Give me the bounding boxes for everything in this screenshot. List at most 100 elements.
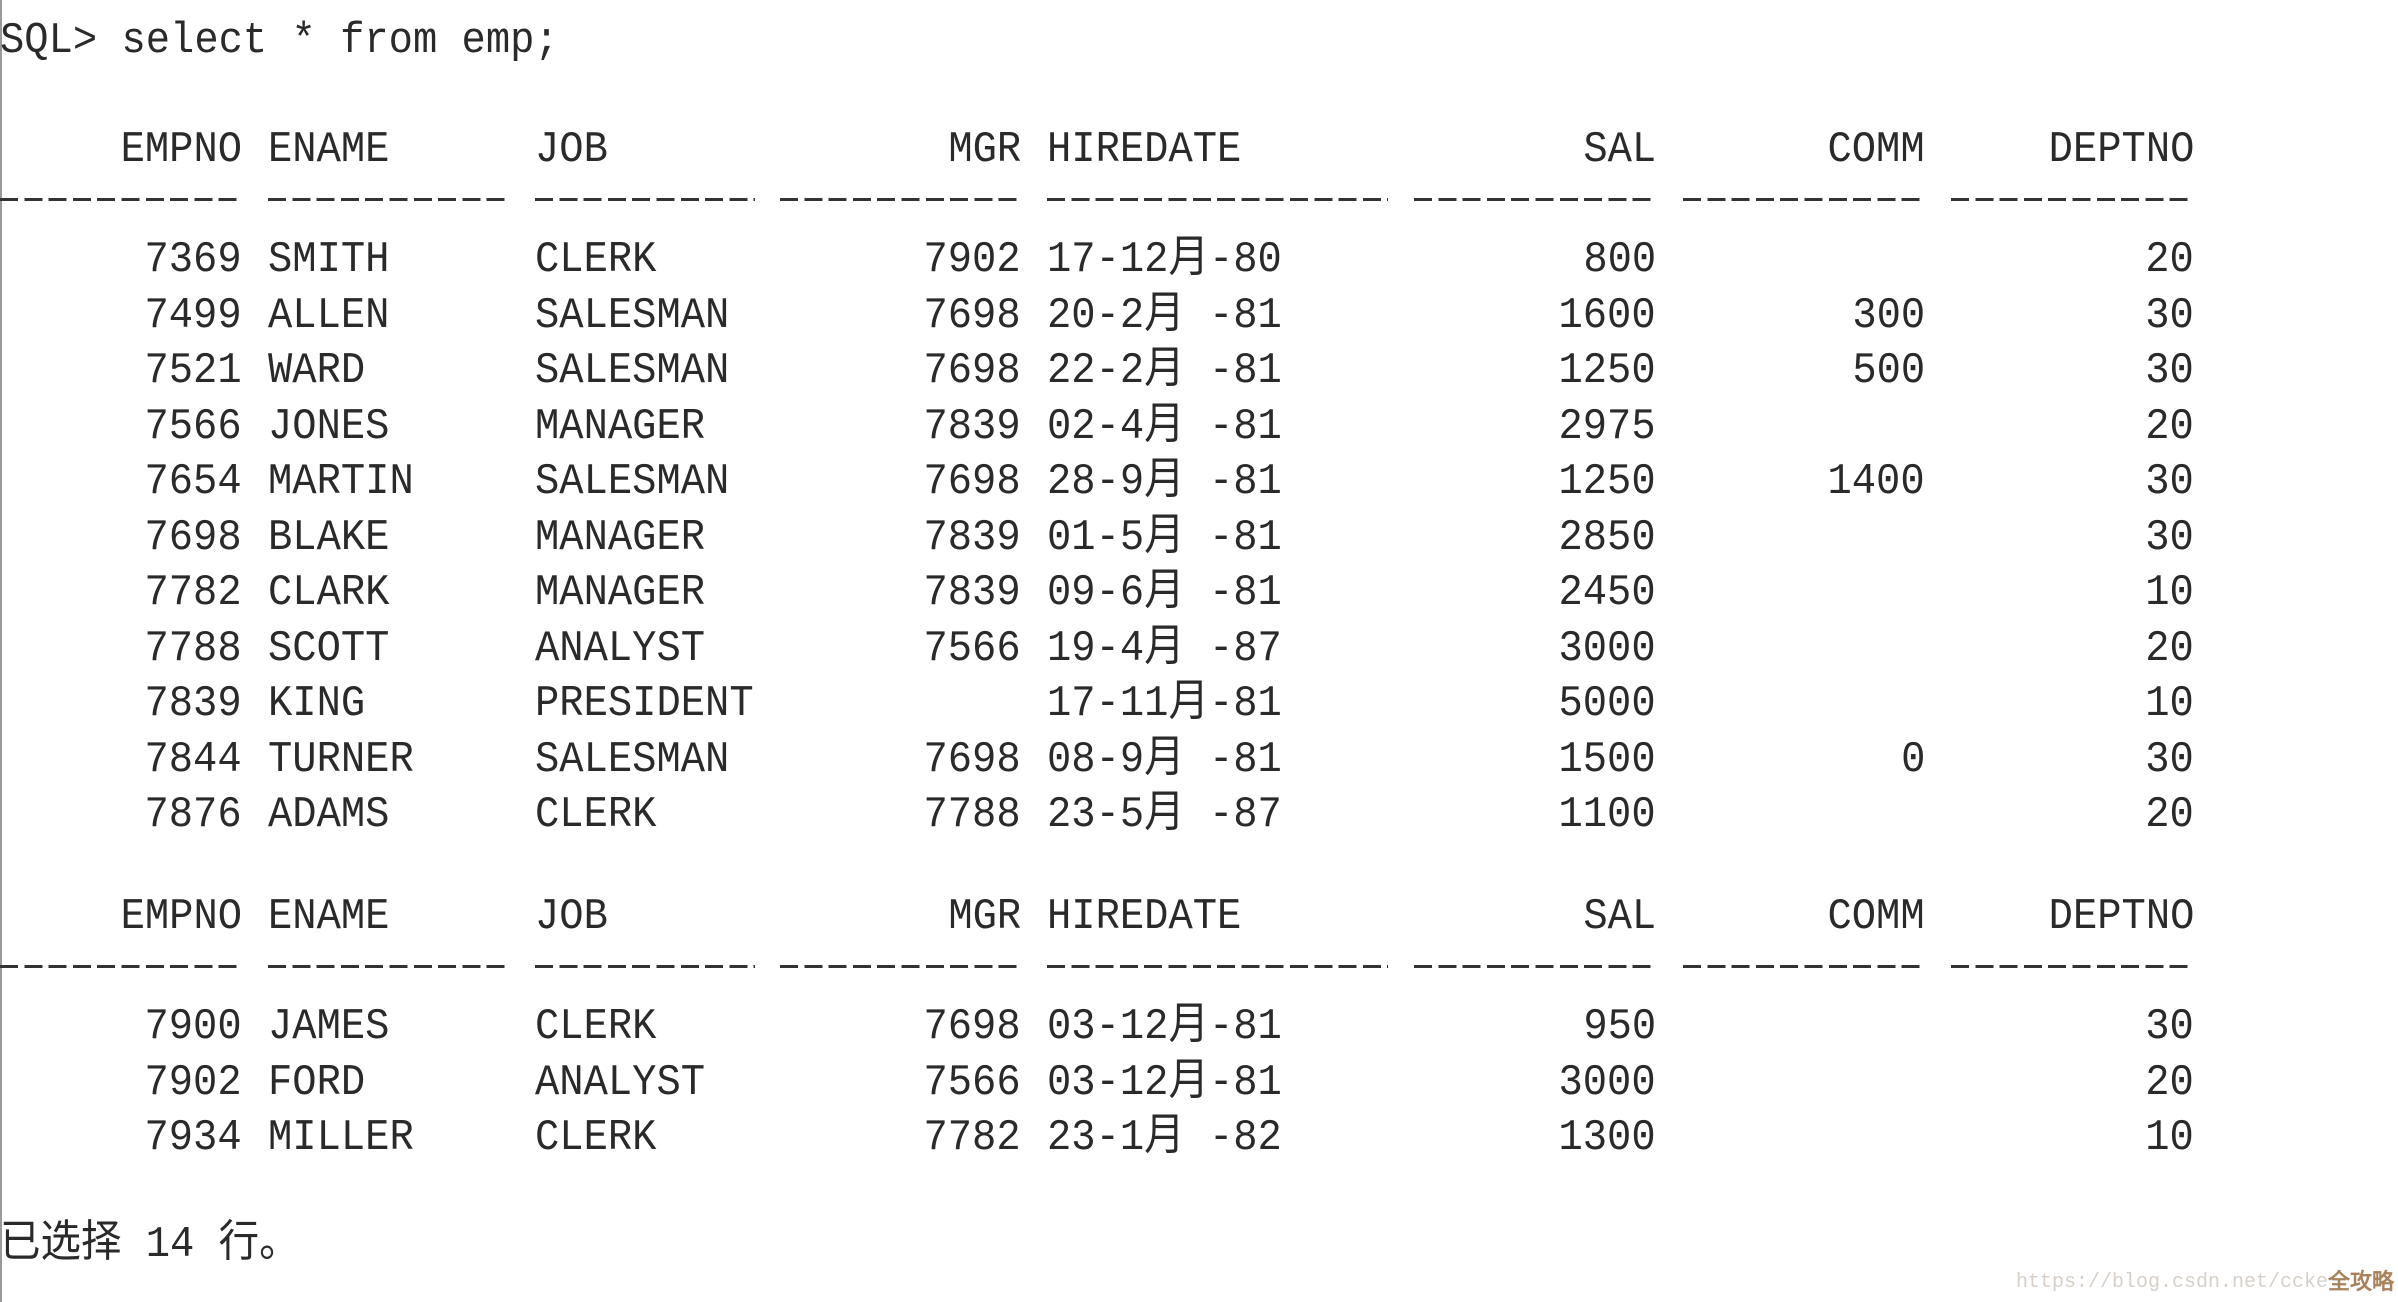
- cell-sal: 2850: [1558, 512, 1656, 563]
- sql-command-line: SQL> select * from emp;: [0, 16, 559, 66]
- cell-job: ANALYST: [535, 1057, 706, 1108]
- cell-hiredate: 02-4月 -81: [1047, 401, 1282, 452]
- cell-deptno: 20: [2145, 623, 2194, 674]
- cell-empno: 7902: [144, 1057, 242, 1108]
- cell-job: CLERK: [535, 235, 657, 285]
- column-header-ename: ENAME: [268, 125, 390, 175]
- cell-deptno: 20: [2145, 1057, 2194, 1108]
- cell-hiredate: 03-12月-81: [1047, 1002, 1282, 1052]
- header-separator: [780, 198, 1021, 201]
- header-separator: [535, 198, 755, 201]
- cell-hiredate: 17-12月-80: [1047, 235, 1282, 285]
- cell-mgr: 7839: [923, 568, 1021, 618]
- cell-sal: 2450: [1558, 568, 1656, 618]
- cell-sal: 800: [1583, 235, 1656, 285]
- cell-sal: 1300: [1558, 1113, 1656, 1163]
- cell-ename: WARD: [268, 346, 366, 396]
- cell-hiredate: 03-12月-81: [1047, 1057, 1282, 1108]
- cell-deptno: 20: [2145, 401, 2194, 452]
- cell-deptno: 30: [2145, 512, 2194, 563]
- column-header-job: JOB: [535, 125, 608, 175]
- cell-ename: MILLER: [268, 1113, 414, 1163]
- cell-job: PRESIDENT: [535, 679, 754, 729]
- cell-hiredate: 01-5月 -81: [1047, 512, 1282, 563]
- cell-empno: 7900: [144, 1002, 242, 1052]
- cell-job: MANAGER: [535, 568, 706, 618]
- cell-hiredate: 19-4月 -87: [1047, 623, 1282, 674]
- column-header-deptno: DEPTNO: [2048, 892, 2194, 942]
- column-header-mgr: MGR: [948, 892, 1021, 942]
- cell-job: ANALYST: [535, 623, 706, 674]
- cell-job: SALESMAN: [535, 457, 730, 507]
- column-header-empno: EMPNO: [120, 125, 242, 175]
- cell-empno: 7521: [144, 346, 242, 396]
- column-header-deptno: DEPTNO: [2048, 125, 2194, 175]
- cell-ename: TURNER: [268, 734, 414, 785]
- cell-ename: MARTIN: [268, 457, 414, 507]
- cell-mgr: 7839: [923, 401, 1021, 452]
- cell-hiredate: 23-5月 -87: [1047, 790, 1282, 840]
- cell-mgr: 7698: [923, 290, 1021, 341]
- cell-ename: SCOTT: [268, 623, 390, 674]
- cell-empno: 7844: [144, 734, 242, 785]
- cell-mgr: 7698: [923, 1002, 1021, 1052]
- header-separator: [268, 965, 510, 968]
- cell-comm: 500: [1852, 346, 1925, 396]
- cell-hiredate: 09-6月 -81: [1047, 568, 1282, 618]
- cell-sal: 1250: [1558, 457, 1656, 507]
- header-separator: [1047, 198, 1388, 201]
- cell-job: CLERK: [535, 1002, 657, 1052]
- cell-ename: KING: [268, 679, 366, 729]
- cell-empno: 7369: [144, 235, 242, 285]
- cell-sal: 1250: [1558, 346, 1656, 396]
- header-separator: [1414, 965, 1656, 968]
- cell-job: CLERK: [535, 790, 657, 840]
- cell-empno: 7788: [144, 623, 242, 674]
- cell-deptno: 20: [2145, 790, 2194, 840]
- cell-mgr: 7788: [923, 790, 1021, 840]
- header-separator: [1414, 198, 1656, 201]
- cell-ename: SMITH: [268, 235, 390, 285]
- cell-mgr: 7782: [923, 1113, 1021, 1163]
- cell-sal: 3000: [1558, 623, 1656, 674]
- cell-sal: 950: [1583, 1002, 1656, 1052]
- cell-ename: CLARK: [268, 568, 390, 618]
- cell-deptno: 10: [2145, 568, 2194, 618]
- header-separator: [1047, 965, 1388, 968]
- cell-mgr: 7839: [923, 512, 1021, 563]
- cell-deptno: 30: [2145, 346, 2194, 396]
- cell-mgr: 7698: [923, 457, 1021, 507]
- column-header-comm: COMM: [1827, 125, 1925, 175]
- cell-hiredate: 20-2月 -81: [1047, 290, 1282, 341]
- cell-job: MANAGER: [535, 401, 706, 452]
- cell-sal: 5000: [1558, 679, 1656, 729]
- header-separator: [1951, 198, 2194, 201]
- column-header-hiredate: HIREDATE: [1047, 892, 1242, 942]
- cell-sal: 3000: [1558, 1057, 1656, 1108]
- cell-deptno: 10: [2145, 679, 2194, 729]
- column-header-sal: SAL: [1583, 892, 1656, 942]
- cell-empno: 7499: [144, 290, 242, 341]
- cell-ename: JAMES: [268, 1002, 390, 1052]
- column-header-ename: ENAME: [268, 892, 390, 942]
- cell-job: SALESMAN: [535, 290, 730, 341]
- header-separator: [0, 965, 242, 968]
- column-header-mgr: MGR: [948, 125, 1021, 175]
- header-separator: [1951, 965, 2194, 968]
- cell-sal: 1500: [1558, 734, 1656, 785]
- cell-hiredate: 22-2月 -81: [1047, 346, 1282, 396]
- cell-mgr: 7902: [923, 235, 1021, 285]
- cell-empno: 7654: [144, 457, 242, 507]
- cell-ename: FORD: [268, 1057, 366, 1108]
- cell-job: CLERK: [535, 1113, 657, 1163]
- cell-deptno: 30: [2145, 734, 2194, 785]
- cell-comm: 1400: [1827, 457, 1925, 507]
- watermark-logo: 全攻略: [2327, 1270, 2394, 1295]
- cell-sal: 2975: [1558, 401, 1656, 452]
- watermark-url: https://blog.csdn.net/ccke: [2015, 1271, 2328, 1294]
- cell-hiredate: 23-1月 -82: [1047, 1113, 1282, 1163]
- column-header-comm: COMM: [1827, 892, 1925, 942]
- column-header-empno: EMPNO: [120, 892, 242, 942]
- header-separator: [1683, 198, 1925, 201]
- header-separator: [780, 965, 1021, 968]
